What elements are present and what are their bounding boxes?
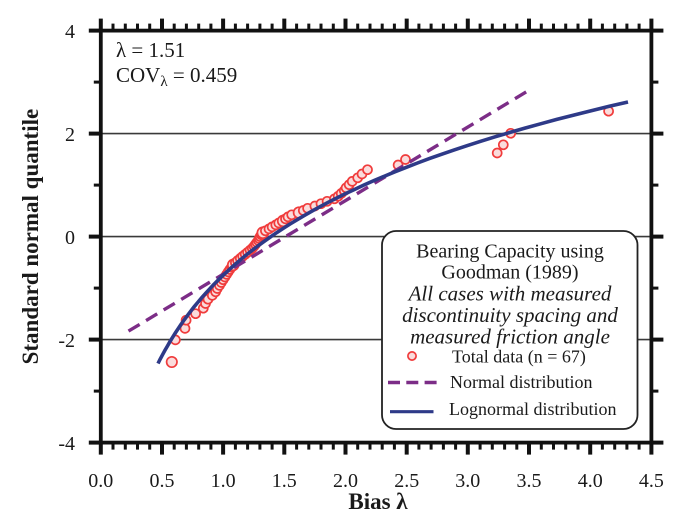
svg-text:Bearing Capacity using: Bearing Capacity using (416, 241, 604, 263)
svg-text:Normal distribution: Normal distribution (450, 372, 593, 392)
svg-text:2.0: 2.0 (333, 470, 358, 492)
svg-text:Goodman (1989): Goodman (1989) (441, 262, 578, 284)
svg-text:1.0: 1.0 (211, 470, 236, 492)
svg-text:λ = 1.51: λ = 1.51 (116, 38, 185, 62)
svg-text:3.0: 3.0 (455, 470, 480, 492)
svg-text:2.5: 2.5 (394, 470, 419, 492)
svg-text:Total data (n = 67): Total data (n = 67) (452, 347, 586, 368)
svg-text:All cases with measured: All cases with measured (407, 282, 612, 306)
svg-text:1.5: 1.5 (272, 470, 297, 492)
svg-text:COVλ = 0.459: COVλ = 0.459 (116, 63, 237, 90)
svg-text:-4: -4 (58, 433, 75, 455)
svg-text:4.0: 4.0 (578, 470, 603, 492)
svg-text:Standard normal quantile: Standard normal quantile (18, 109, 43, 365)
svg-text:4.5: 4.5 (639, 470, 664, 492)
svg-text:2: 2 (65, 124, 75, 146)
svg-text:0.5: 0.5 (150, 470, 175, 492)
svg-text:4: 4 (65, 21, 75, 43)
svg-text:Bias λ: Bias λ (348, 489, 408, 514)
svg-text:-2: -2 (58, 330, 75, 352)
svg-text:Lognormal distribution: Lognormal distribution (449, 399, 616, 419)
svg-text:3.5: 3.5 (517, 470, 542, 492)
svg-text:0.0: 0.0 (88, 470, 113, 492)
svg-text:discontinuity spacing and: discontinuity spacing and (402, 303, 618, 327)
svg-text:0: 0 (65, 227, 75, 249)
svg-text:measured friction angle: measured friction angle (410, 325, 610, 349)
